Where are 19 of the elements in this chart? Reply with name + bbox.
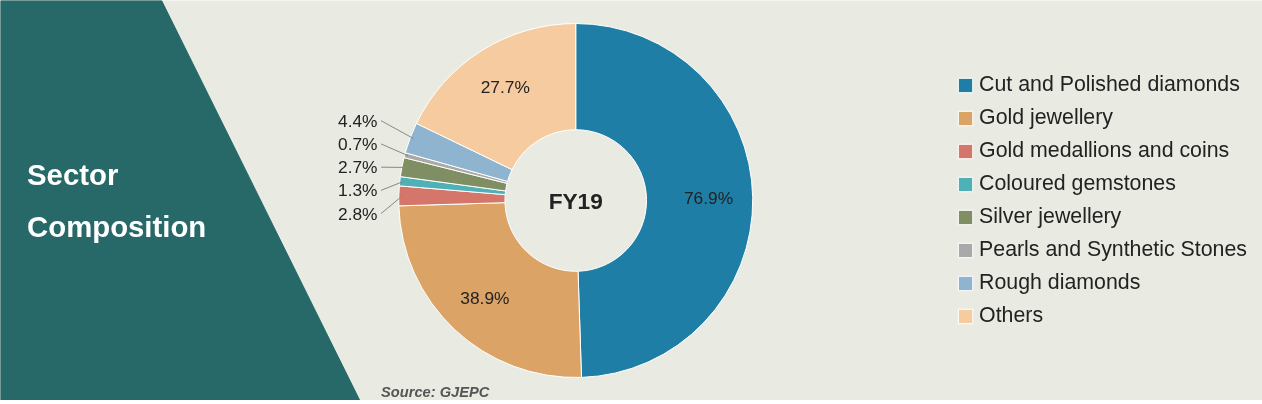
- source-note: Source: GJEPC: [381, 383, 490, 400]
- text: FY19: [548, 187, 603, 214]
- legend-label: Pearls and Synthetic Stones: [979, 237, 1247, 262]
- legend-label: Cut and Polished diamonds: [979, 72, 1240, 97]
- legend-label: Others: [979, 303, 1044, 328]
- legend-label: Coloured gemstones: [979, 171, 1176, 196]
- data-label: 38.9%: [460, 288, 510, 309]
- text: Sector Composition: [27, 157, 207, 244]
- data-label: 2.8%: [338, 203, 378, 224]
- legend-label: Rough diamonds: [979, 270, 1141, 295]
- legend-label: Gold jewellery: [979, 105, 1113, 130]
- data-label: 0.7%: [338, 133, 378, 154]
- data-label: 2.7%: [338, 157, 378, 178]
- data-label: 1.3%: [338, 180, 378, 201]
- legend-label: Silver jewellery: [979, 204, 1122, 229]
- data-label: 76.9%: [683, 188, 734, 209]
- data-label: 27.7%: [480, 77, 530, 98]
- legend-label: Gold medallions and coins: [979, 138, 1230, 163]
- data-label: 4.4%: [338, 110, 378, 131]
